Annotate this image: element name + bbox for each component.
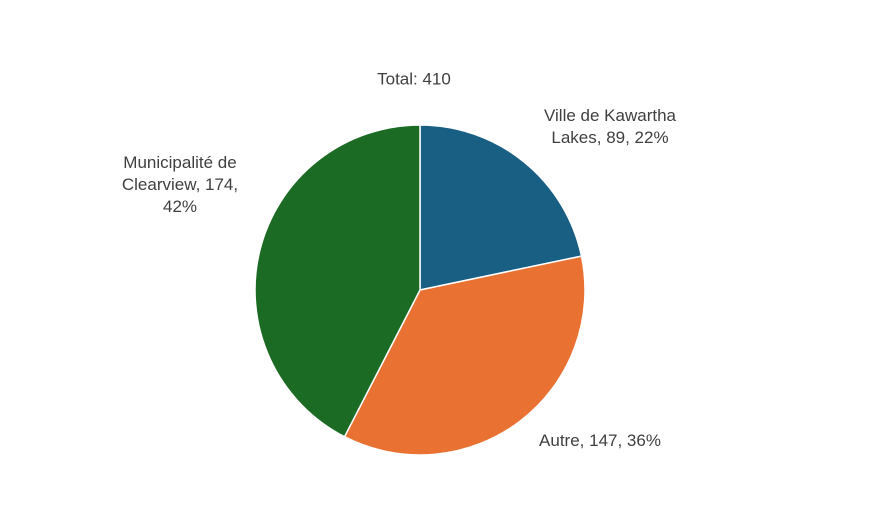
data-label: Ville de Kawartha Lakes, 89, 22%: [544, 106, 677, 147]
pie-slice: [419, 124, 583, 291]
pie-slice: [254, 124, 421, 438]
data-label: Municipalité de Clearview, 174, 42%: [122, 153, 238, 216]
pie-slice: [343, 255, 586, 456]
total-annotation: Total: 410: [377, 69, 451, 88]
data-label: Autre, 147, 36%: [539, 431, 661, 450]
